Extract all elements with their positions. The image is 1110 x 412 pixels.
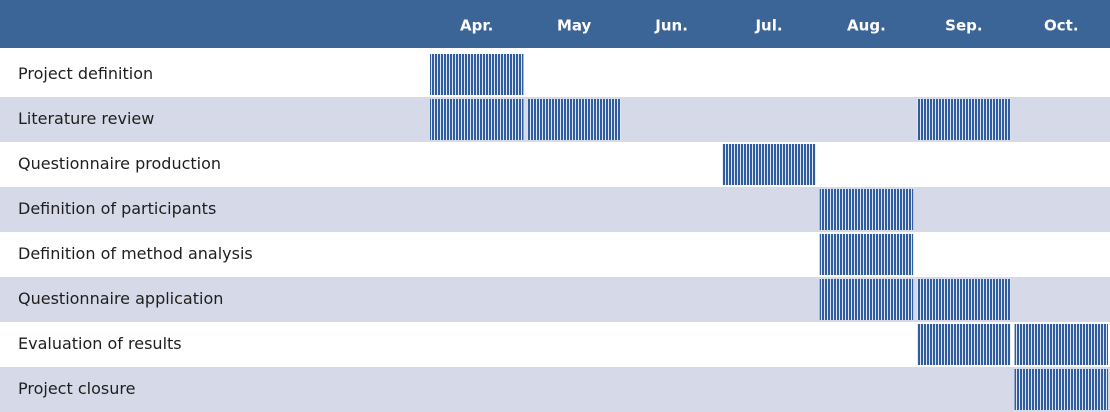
task-bar <box>917 99 1011 140</box>
task-label: Definition of method analysis <box>18 244 253 263</box>
task-label: Evaluation of results <box>18 334 182 353</box>
row-band <box>0 187 1110 232</box>
task-bar <box>527 99 621 140</box>
task-bar <box>819 279 914 320</box>
month-header: Aug. <box>847 17 886 35</box>
task-bar <box>1014 324 1108 365</box>
task-label: Literature review <box>18 109 154 128</box>
task-bar <box>430 99 524 140</box>
month-header: Sep. <box>945 17 982 35</box>
task-label: Project closure <box>18 379 135 398</box>
month-header: Jun. <box>654 17 688 35</box>
month-header: Apr. <box>460 17 493 35</box>
task-bar <box>1014 369 1108 410</box>
task-label: Questionnaire production <box>18 154 221 173</box>
task-label: Definition of participants <box>18 199 216 218</box>
task-bar <box>819 189 914 230</box>
month-header: Jul. <box>754 17 782 35</box>
month-header: Oct. <box>1044 17 1079 35</box>
task-bar <box>819 234 914 275</box>
task-bar <box>917 324 1011 365</box>
task-label: Questionnaire application <box>18 289 223 308</box>
task-bar <box>430 54 524 95</box>
task-bar <box>917 279 1011 320</box>
task-label: Project definition <box>18 64 153 83</box>
header-bar <box>0 0 1110 48</box>
task-bar <box>722 144 816 185</box>
row-band <box>0 367 1110 412</box>
month-header: May <box>557 17 592 35</box>
